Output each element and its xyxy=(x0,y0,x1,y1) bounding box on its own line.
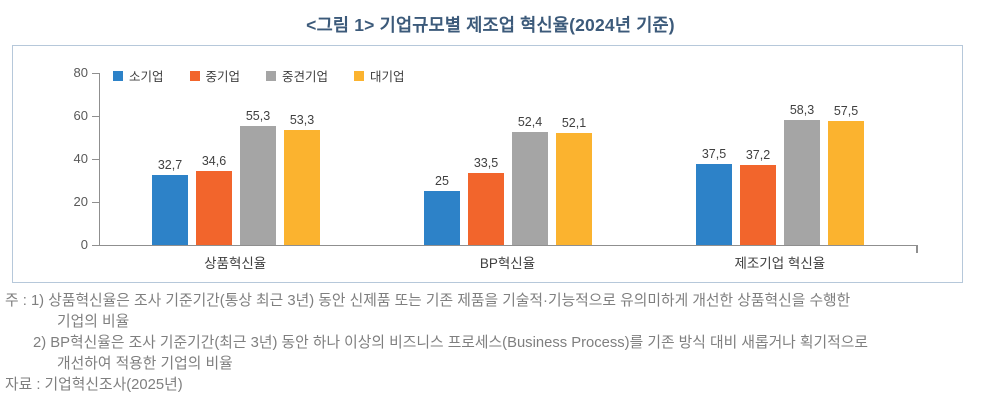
bar-group: 32,7 34,6 55,3 53,3 xyxy=(100,73,372,245)
bar-value-label: 33,5 xyxy=(473,155,499,170)
chart-frame: 소기업 중기업 중견기업 대기업 0 20 40 60 80 32,7 34,6 55,3 53,3 2… xyxy=(12,45,963,283)
legend-label: 소기업 xyxy=(129,70,164,84)
bar-value-label: 57,5 xyxy=(833,104,859,119)
legend-swatch-icon xyxy=(266,70,277,81)
y-axis-tick-mark xyxy=(92,201,100,203)
x-axis-end-tick xyxy=(916,245,918,253)
page-title: <그림 1> 기업규모별 제조업 혁신율(2024년 기준) xyxy=(306,15,675,35)
bar-중견기업-BP혁신율 xyxy=(512,132,548,245)
chart-legend: 소기업 중기업 중견기업 대기업 xyxy=(113,66,405,85)
bar-중기업-상품혁신율 xyxy=(196,170,232,245)
bar-중견기업-상품혁신율 xyxy=(240,126,276,245)
legend-label: 중견기업 xyxy=(282,70,329,84)
bar-cell: 52,4 xyxy=(512,73,548,245)
bar-cell: 55,3 xyxy=(240,73,276,245)
footnotes: 주 : 1) 상품혁신율은 조사 기준기간(통상 최근 3년) 동안 신제품 또… xyxy=(5,291,976,396)
bar-대기업-제조기업 혁신율 xyxy=(828,121,864,245)
bar-cell: 53,3 xyxy=(284,73,320,245)
bar-group: 37,5 37,2 58,3 57,5 xyxy=(644,73,916,245)
bar-value-label: 52,1 xyxy=(561,116,587,130)
legend-swatch-icon xyxy=(113,70,123,81)
y-axis-tick-label: 80 xyxy=(73,65,88,80)
bar-group: 25 33,5 52,4 52,1 xyxy=(372,73,644,245)
y-axis-tick-mark xyxy=(92,244,100,246)
category-label: BP혁신율 xyxy=(479,256,536,271)
footnote-line: 자료 : 기업혁신조사(2025년) xyxy=(5,377,183,393)
bar-value-label: 58,3 xyxy=(789,102,815,117)
y-axis-tick-label: 60 xyxy=(73,108,88,123)
x-axis-category-labels: 상품혁신율 BP혁신율 제조기업 혁신율 xyxy=(99,252,916,272)
legend-label: 중기업 xyxy=(205,70,241,84)
legend-item: 소기업 xyxy=(113,66,164,85)
bar-소기업-상품혁신율 xyxy=(152,174,188,245)
footnote-line: 주 : 1) 상품혁신율은 조사 기준기간(통상 최근 3년) 동안 신제품 또… xyxy=(5,293,851,309)
bar-cell: 33,5 xyxy=(468,73,504,245)
category-label: 상품혁신율 xyxy=(204,256,267,271)
bar-cell: 25 xyxy=(424,73,460,245)
bar-cell: 57,5 xyxy=(828,73,864,245)
legend-swatch-icon xyxy=(354,70,365,81)
legend-item: 대기업 xyxy=(354,66,405,85)
bar-value-label: 53,3 xyxy=(289,113,315,128)
bar-value-label: 34,6 xyxy=(201,153,227,168)
bar-value-label: 37,2 xyxy=(745,148,771,163)
bar-중기업-제조기업 혁신율 xyxy=(740,165,776,245)
bar-value-label: 37,5 xyxy=(701,147,727,162)
bar-소기업-제조기업 혁신율 xyxy=(696,164,732,245)
bar-중견기업-제조기업 혁신율 xyxy=(784,119,820,245)
bar-cell: 58,3 xyxy=(784,73,820,245)
bar-value-label: 25 xyxy=(435,174,449,189)
bar-value-label: 52,4 xyxy=(517,115,543,130)
bar-cell: 37,2 xyxy=(740,73,776,245)
footnote-line: 기업의 비율 xyxy=(57,314,130,330)
bar-대기업-상품혁신율 xyxy=(284,130,320,245)
y-axis-tick-mark xyxy=(92,72,100,74)
plot-area: 0 20 40 60 80 32,7 34,6 55,3 53,3 25 33,5 52,4 52,1 3… xyxy=(74,66,918,253)
footnote-line: 2) BP혁신율은 조사 기준기간(최근 3년) 동안 하나 이상의 비즈니스 … xyxy=(33,335,868,351)
y-axis-tick-mark xyxy=(92,115,100,117)
legend-item: 중기업 xyxy=(189,66,241,85)
bar-value-label: 32,7 xyxy=(157,157,183,172)
bar-cell: 52,1 xyxy=(556,73,592,245)
y-axis-tick-label: 0 xyxy=(80,237,88,252)
bar-cell: 32,7 xyxy=(152,73,188,245)
bar-중기업-BP혁신율 xyxy=(468,172,504,245)
y-axis-tick-label: 20 xyxy=(73,194,88,209)
y-axis-tick-label: 40 xyxy=(73,151,88,166)
bar-value-label: 55,3 xyxy=(245,109,271,124)
bar-cell: 34,6 xyxy=(196,73,232,245)
legend-item: 중견기업 xyxy=(266,66,328,85)
footnote-line: 개선하여 적용한 기업의 비율 xyxy=(57,356,233,372)
y-axis-tick-mark xyxy=(92,158,100,160)
bar-대기업-BP혁신율 xyxy=(556,133,592,245)
bar-소기업-BP혁신율 xyxy=(424,191,460,245)
category-label: 제조기업 혁신율 xyxy=(734,256,826,271)
legend-swatch-icon xyxy=(189,70,200,81)
bar-cell: 37,5 xyxy=(696,73,732,245)
legend-label: 대기업 xyxy=(370,70,405,84)
